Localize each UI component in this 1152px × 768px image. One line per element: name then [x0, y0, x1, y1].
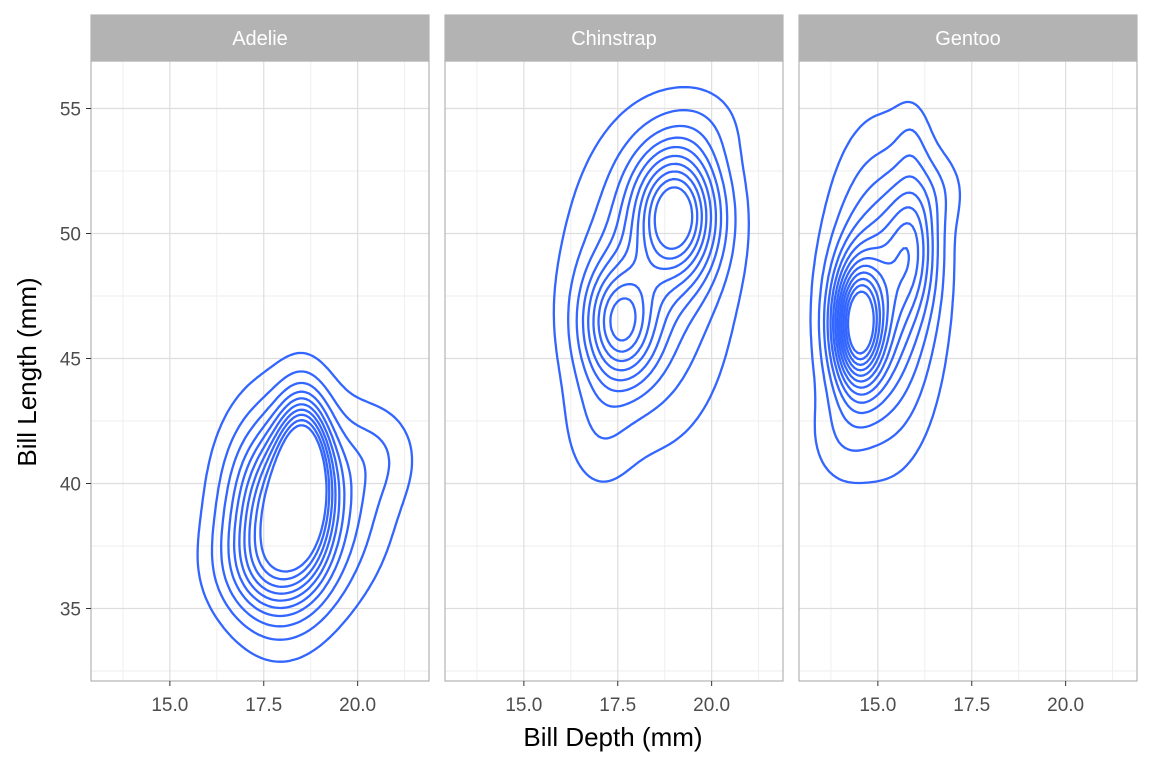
facet-panel-adelie: Adelie 15.0 17.5 20.0 35 40 45 50 55: [60, 14, 430, 716]
facet-strip-label: Chinstrap: [571, 28, 657, 50]
density-contour-level-12: [844, 284, 878, 361]
contour-group: [552, 85, 750, 483]
facet-panel-gentoo: Gentoo 15.0 17.5 20.0: [798, 14, 1138, 716]
x-tick-label: 15.0: [151, 695, 188, 716]
density-contour-level-2: [817, 128, 948, 452]
y-tick-label: 35: [60, 600, 81, 621]
panel-border: [798, 60, 1138, 682]
x-tick-label: 17.5: [245, 695, 282, 716]
density-contour-level-1: [552, 85, 750, 483]
density-contour-level-7: [597, 162, 708, 363]
facet-strip-label: Gentoo: [935, 28, 1001, 50]
density-contour-level-2: [567, 108, 737, 440]
x-tick-label: 17.5: [953, 695, 990, 716]
y-tick-label: 45: [60, 350, 81, 371]
density-contour-level-13: [846, 290, 875, 355]
density-contour-level-8: [602, 170, 703, 353]
contour-group: [196, 351, 414, 663]
density-contour-level-7: [243, 408, 337, 595]
x-tick-label: 17.5: [599, 695, 636, 716]
y-tick-label: 55: [60, 100, 81, 121]
density-contour-level-8: [248, 413, 334, 588]
density-contour-level-8: [836, 247, 910, 383]
panel-border: [90, 60, 430, 682]
density-contour-level-6: [592, 154, 713, 372]
density-contour-level-6: [238, 403, 341, 602]
facet-panels: Adelie 15.0 17.5 20.0 35 40 45 50 55 Chinstrap 15.…: [60, 14, 1138, 716]
facet-panel-chinstrap: Chinstrap 15.0 17.5 20.0: [444, 14, 784, 716]
density-contour-level-9: [609, 177, 699, 342]
density-contour-level-10: [840, 271, 885, 372]
x-tick-label: 20.0: [1047, 695, 1084, 716]
contour-group: [809, 100, 962, 485]
density-contour-level-5: [829, 191, 930, 404]
density-contour-level-10: [259, 424, 328, 573]
x-tick-label: 15.0: [505, 695, 542, 716]
x-axis-title: Bill Depth (mm): [523, 722, 702, 752]
facet-strip: [798, 14, 1138, 62]
facet-strip: [444, 14, 784, 62]
density-contour-level-1: [809, 100, 962, 485]
density-contour-level-9: [253, 419, 331, 581]
y-tick-label: 50: [60, 225, 81, 246]
density-contour-level-3: [822, 154, 940, 429]
density-contour-level-6: [831, 206, 925, 396]
density-contour-level-1: [196, 351, 414, 663]
density-contour-level-4: [826, 175, 934, 415]
x-tick-label: 15.0: [859, 695, 896, 716]
panel-border: [444, 60, 784, 682]
density-contour-level-3: [575, 124, 729, 408]
density-contour-level-5: [232, 397, 346, 610]
x-tick-label: 20.0: [693, 695, 730, 716]
facet-strip-label: Adelie: [232, 28, 288, 50]
density-contour-level-11: [842, 277, 882, 367]
density-contour-level-7: [834, 222, 920, 389]
density-contour-level-2: [210, 370, 391, 641]
density-contour-level-5: [587, 145, 718, 382]
facet-strip: [90, 14, 430, 62]
y-tick-label: 40: [60, 475, 81, 496]
y-axis-title: Bill Length (mm): [12, 277, 42, 466]
x-tick-label: 20.0: [339, 695, 376, 716]
density-contour-level-9: [838, 264, 890, 377]
density-contour-level-4: [227, 390, 353, 618]
density-contour-level-10: [653, 186, 694, 250]
density-contour-level-4: [581, 136, 723, 393]
density-contour-level-3: [220, 381, 367, 628]
